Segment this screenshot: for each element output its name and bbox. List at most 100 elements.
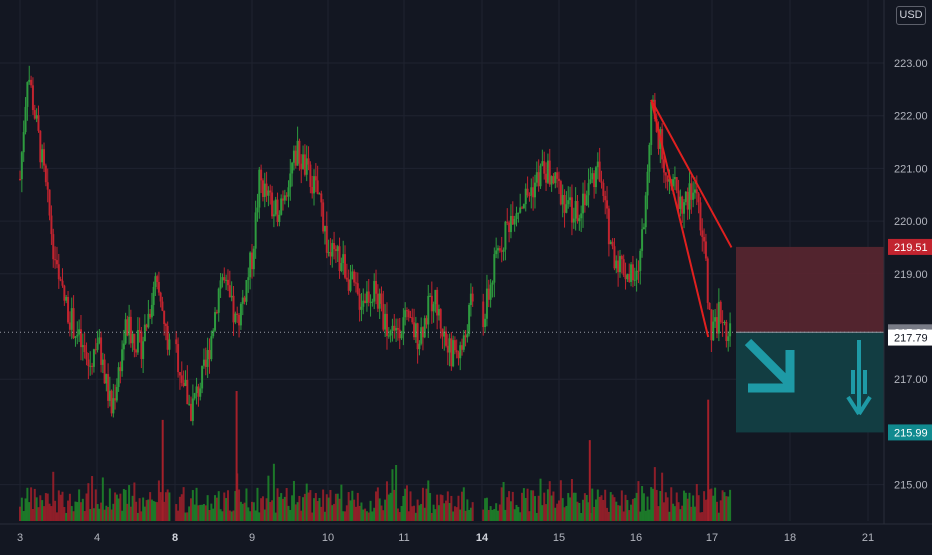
candle-body	[191, 398, 194, 421]
candle-body	[107, 374, 110, 401]
volume-bar	[448, 503, 451, 521]
candle-body	[145, 324, 148, 328]
candle-body	[287, 187, 290, 197]
volume-bar	[471, 502, 474, 521]
volume-bar	[723, 492, 726, 521]
volume-bar	[285, 488, 288, 521]
time-tick-label: 21	[862, 532, 874, 544]
candle-body	[563, 195, 566, 213]
price-label-current	[888, 329, 932, 346]
price-tick-label: 219.00	[894, 269, 928, 281]
time-tick-label: 11	[398, 532, 409, 544]
candle-body	[502, 249, 505, 252]
volume-bar	[437, 505, 440, 521]
candle-body	[91, 365, 94, 367]
candle-body	[247, 277, 250, 281]
volume-bar	[558, 500, 560, 521]
volume-bar	[28, 502, 31, 521]
volume-bar	[693, 506, 696, 521]
candle-body	[471, 293, 474, 302]
trend-lines[interactable]	[650, 99, 733, 338]
candle-body	[112, 398, 115, 414]
volume-bar	[358, 505, 361, 521]
volume-bar	[243, 502, 246, 521]
candle-body	[457, 352, 460, 359]
candle-body	[677, 190, 680, 209]
volume-bar	[593, 506, 596, 521]
time-tick-label: 9	[249, 532, 255, 544]
candle-body	[624, 275, 627, 280]
volume-bar	[692, 495, 695, 521]
candle-body	[398, 329, 401, 339]
volume-bar	[552, 491, 555, 521]
currency-badge[interactable]: USD	[896, 6, 926, 25]
volume-bar	[630, 504, 633, 521]
candle-body	[164, 324, 167, 326]
volume-bar	[690, 506, 693, 521]
candle-body	[607, 208, 610, 245]
candle-body	[409, 317, 412, 319]
candle-body	[521, 207, 524, 209]
volume-bar	[31, 509, 34, 521]
volume-bar	[323, 511, 326, 521]
candle-body	[695, 189, 698, 194]
candle-body	[190, 403, 193, 421]
candle-body	[215, 312, 218, 314]
price-label-target-text: 215.99	[894, 427, 928, 439]
candle-body	[546, 160, 549, 183]
volume-bar	[502, 481, 505, 521]
volume-bar	[193, 504, 196, 521]
position-zones[interactable]	[736, 246, 884, 433]
volume-bar	[263, 509, 266, 521]
time-axis[interactable]: 3 4 8 9 10 11 14 15 16 17 18 21	[0, 523, 932, 550]
candle-body	[569, 197, 572, 201]
volume-bar	[609, 492, 612, 521]
candle-body	[252, 248, 255, 270]
volume-bar	[65, 512, 68, 521]
volume-bar	[294, 504, 297, 521]
volume-bar	[375, 491, 378, 521]
candle-body	[613, 246, 616, 269]
candle-body	[637, 270, 640, 272]
volume-bar	[615, 501, 618, 521]
volume-bar	[225, 498, 228, 521]
time-tick-label: 16	[630, 532, 642, 544]
volume-bar	[628, 510, 631, 521]
candle-body	[530, 187, 533, 196]
candle-body	[491, 282, 494, 285]
candle-body	[143, 324, 146, 342]
candle-body	[537, 172, 540, 187]
candle-body	[509, 215, 512, 233]
volume-bar	[537, 495, 540, 521]
volume-bar	[513, 509, 516, 521]
volume-bar	[96, 504, 99, 521]
volume-bar	[92, 508, 95, 521]
volume-bar	[695, 484, 698, 521]
volume-bar	[561, 498, 564, 521]
candle-body	[345, 277, 348, 280]
candle-body	[484, 318, 487, 328]
candle-body	[54, 259, 57, 261]
volume-bar	[617, 505, 620, 521]
candle-body	[236, 313, 239, 316]
price-axis[interactable]: 223.00 222.00 221.00 220.00 219.00 217.00 215.…	[883, 0, 932, 550]
volume-bar	[126, 503, 129, 521]
volume-bar	[143, 506, 146, 521]
candle-body	[131, 333, 134, 344]
volume-bar	[226, 490, 229, 521]
candle-body	[712, 321, 715, 341]
candle-body	[539, 165, 542, 187]
volume-bar	[129, 506, 132, 521]
volume-bar	[362, 509, 365, 521]
volume-bar	[219, 509, 222, 521]
volume-bar	[574, 492, 577, 521]
candle-body	[289, 173, 292, 188]
arrow-drawings[interactable]	[744, 338, 872, 416]
volume-bar	[188, 506, 191, 521]
volume-bar	[265, 498, 268, 521]
volume-bar	[298, 495, 301, 521]
volume-bar	[489, 506, 492, 521]
candle-body	[122, 343, 125, 350]
